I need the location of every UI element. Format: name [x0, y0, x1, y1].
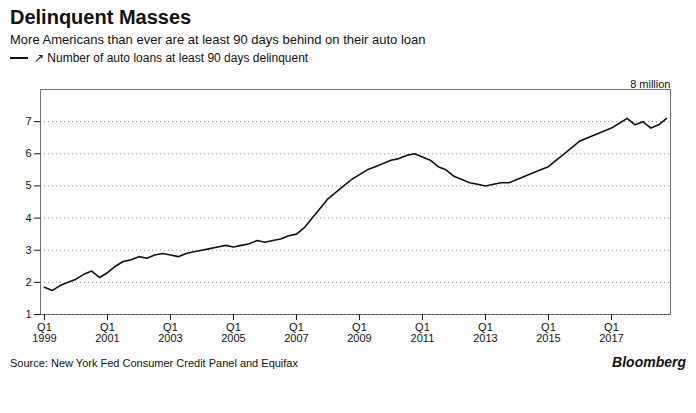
html-text:Delinquent Masses: Delinquent Masses	[10, 6, 192, 28]
svg-text:Q12003: Q12003	[158, 321, 182, 344]
svg-text:2: 2	[25, 276, 31, 288]
html-text:Source: New York Fed Consumer: Source: New York Fed Consumer Credit Pan…	[10, 357, 298, 369]
svg-text:Q12013: Q12013	[473, 321, 497, 344]
svg-text:Q12007: Q12007	[284, 321, 308, 344]
html-text:More Americans than ever are a: More Americans than ever are at least 90…	[10, 32, 426, 47]
html-text:↗ Number of auto loans at leas: ↗ Number of auto loans at least 90 days …	[34, 51, 309, 65]
svg-text:5: 5	[25, 179, 31, 191]
svg-text:6: 6	[25, 147, 31, 159]
svg-text:Q12011: Q12011	[411, 321, 435, 344]
svg-text:4: 4	[25, 212, 31, 224]
svg-text:7: 7	[25, 115, 31, 127]
svg-text:3: 3	[25, 244, 31, 256]
svg-text:Q12005: Q12005	[221, 321, 245, 344]
svg-text:Q12001: Q12001	[95, 321, 119, 344]
svg-text:Q12017: Q12017	[599, 321, 623, 344]
html-text:Bloomberg: Bloomberg	[612, 354, 686, 370]
svg-text:Q12009: Q12009	[347, 321, 371, 344]
svg-text:Q11999: Q11999	[32, 321, 56, 344]
svg-text:8 million: 8 million	[630, 78, 670, 90]
svg-text:Q12015: Q12015	[536, 321, 560, 344]
svg-text:1: 1	[25, 308, 31, 320]
